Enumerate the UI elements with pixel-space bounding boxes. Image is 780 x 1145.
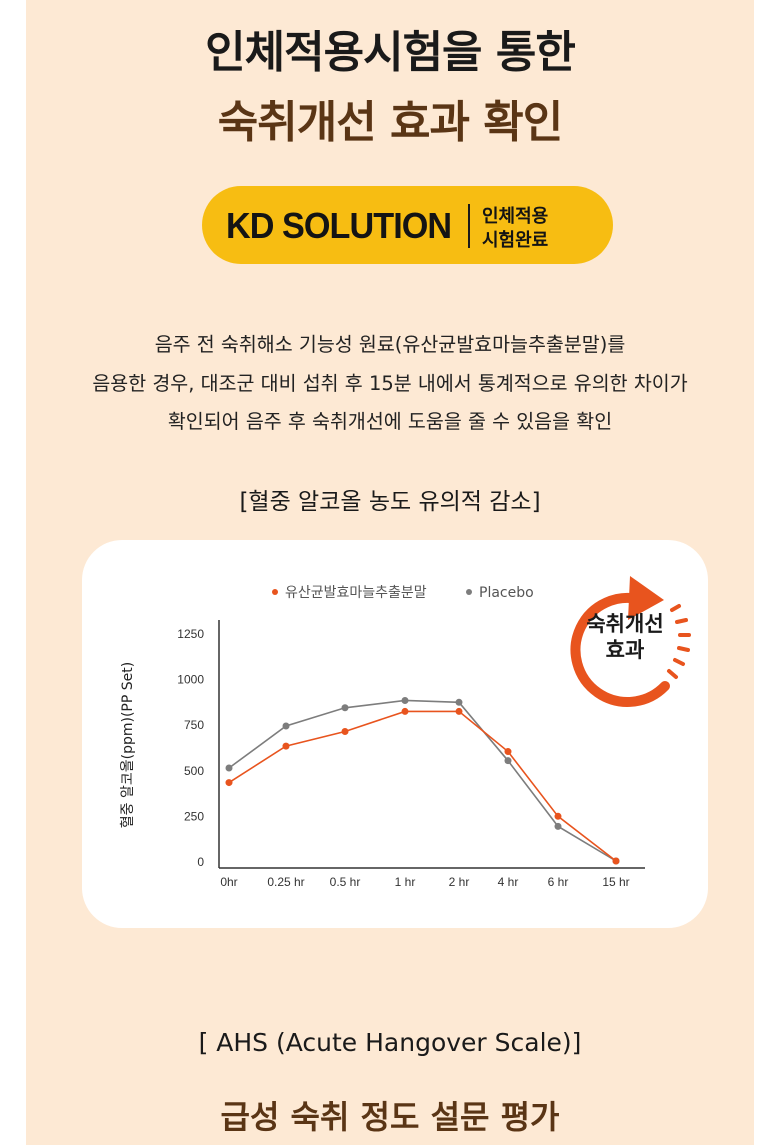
effect-arrow-head: [628, 576, 664, 620]
badge-sub-line1: 인체적용: [482, 206, 549, 227]
page-title-line2: 숙취개선 효과 확인: [217, 97, 563, 148]
data-point-placebo: [225, 764, 233, 772]
legend-marker: [466, 589, 472, 595]
data-point-treatment: [612, 857, 620, 865]
data-point-placebo: [282, 722, 290, 730]
page-title-line1: 인체적용시험을 통한: [205, 27, 576, 78]
effect-emblem: 숙취개선 효과: [570, 576, 691, 707]
data-point-placebo: [455, 698, 463, 706]
effect-label-line2: 효과: [606, 638, 645, 662]
y-tick-label: 250: [184, 809, 204, 823]
x-tick-label: 15 hr: [602, 875, 629, 889]
y-tick-label: 500: [184, 764, 204, 778]
description-line1: 음주 전 숙취해소 기능성 원료(유산균발효마늘추출분말)를: [154, 333, 626, 356]
line-chart: 숙취개선 효과 0 250 500 750 1000 1250 혈중 알코올(ppm)(PP…: [120, 576, 691, 889]
chart-card: 숙취개선 효과 0 250 500 750 1000 1250 혈중 알코올(ppm)(PP…: [82, 540, 708, 928]
x-tick-label: 0hr: [220, 875, 237, 889]
chart-plot: 0 250 500 750 1000 1250 혈중 알코올(ppm)(PP Set) 0hr…: [120, 585, 645, 889]
x-tick-label: 4 hr: [498, 875, 519, 889]
section-title-ahs: [ AHS (Acute Hangover Scale)]: [198, 1028, 582, 1057]
kd-solution-badge: KD SOLUTION 인체적용 시험완료: [202, 186, 613, 264]
bottom-title: 급성 숙취 정도 설문 평가: [220, 1098, 560, 1136]
x-tick-label: 0.25 hr: [267, 875, 304, 889]
data-point-placebo: [341, 704, 349, 712]
effect-arc: [570, 593, 670, 707]
data-point-treatment: [504, 748, 512, 756]
data-point-treatment: [341, 727, 349, 735]
effect-label-line1: 숙취개선: [586, 612, 663, 636]
legend-marker: [272, 589, 278, 595]
x-tick-label: 0.5 hr: [330, 875, 361, 889]
data-point-placebo: [554, 822, 562, 830]
data-point-treatment: [225, 779, 233, 787]
effect-ticks: [667, 604, 691, 679]
y-tick-label: 1000: [177, 673, 204, 687]
data-point-treatment: [455, 707, 463, 715]
x-tick-label: 6 hr: [548, 875, 569, 889]
data-point-placebo: [401, 696, 409, 704]
description-line3: 확인되어 음주 후 숙취개선에 도움을 줄 수 있음을 확인: [167, 410, 613, 433]
badge-divider: [468, 204, 470, 248]
section-title-blood-alcohol: [혈중 알코올 농도 유의적 감소]: [239, 489, 541, 515]
y-tick-label: 1250: [177, 627, 204, 641]
y-axis-label: 혈중 알코올(ppm)(PP Set): [120, 662, 136, 828]
series-line-treatment: [228, 710, 617, 862]
x-tick-label: 2 hr: [449, 875, 470, 889]
y-tick-label: 0: [197, 855, 204, 869]
data-point-placebo: [504, 757, 512, 765]
series-line-placebo: [228, 699, 617, 862]
badge-sub-line2: 시험완료: [482, 230, 549, 251]
page: 인체적용시험을 통한 숙취개선 효과 확인 KD SOLUTION 인체적용 시…: [26, 0, 754, 1145]
data-point-treatment: [401, 707, 409, 715]
data-point-treatment: [554, 812, 562, 820]
data-point-treatment: [282, 742, 290, 750]
badge-main-text: KD SOLUTION: [226, 205, 452, 246]
legend-label: 유산균발효마늘추출분말: [285, 585, 427, 601]
description-line2: 음용한 경우, 대조군 대비 섭취 후 15분 내에서 통계적으로 유의한 차이…: [92, 372, 688, 395]
legend-label: Placebo: [479, 585, 534, 601]
x-tick-label: 1 hr: [395, 875, 416, 889]
y-tick-label: 750: [184, 718, 204, 732]
